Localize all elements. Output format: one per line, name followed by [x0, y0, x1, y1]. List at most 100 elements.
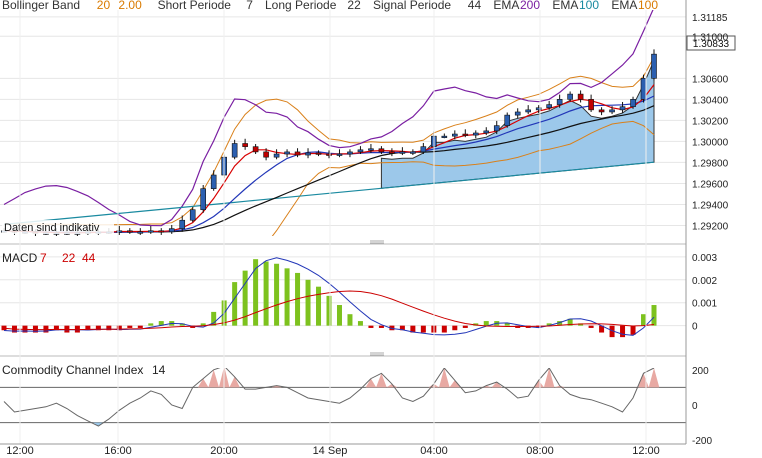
time-tick: 16:00 — [104, 445, 132, 457]
candle-down — [462, 133, 469, 136]
legend-param: 22 — [347, 0, 361, 12]
candle-up — [305, 152, 311, 156]
panel-resize-handle[interactable] — [370, 240, 384, 244]
macd-tick: 0.001 — [692, 299, 717, 310]
candle-up — [179, 219, 186, 229]
legend-label: Signal Periode — [373, 0, 451, 12]
candle-up — [630, 99, 636, 108]
price-tick: 1.30400 — [692, 95, 729, 106]
candle-up — [546, 104, 552, 109]
candle-up — [619, 106, 626, 111]
candle-down — [158, 230, 165, 233]
macd-histogram — [1, 259, 657, 338]
legend-label: Short Periode — [158, 0, 232, 12]
macd-bar — [389, 325, 395, 331]
macd-bar — [274, 263, 280, 326]
legend-label: EMA — [552, 0, 578, 12]
legend-param: 7 — [246, 0, 253, 12]
candle-up — [504, 114, 511, 126]
candle-up — [441, 135, 448, 138]
candle-up — [347, 151, 353, 155]
macd-bar — [336, 305, 342, 326]
indicative-note-bg — [2, 220, 114, 234]
macd-bar — [1, 325, 7, 331]
macd-bar — [158, 321, 164, 326]
legend-param: 100 — [638, 0, 658, 12]
macd-bar — [651, 305, 657, 326]
macd-bar — [630, 325, 636, 335]
macd-bar — [641, 314, 647, 326]
indicative-note: Daten sind indikativ — [4, 222, 100, 234]
macd-bar — [546, 323, 552, 326]
price-tick: 1.29800 — [692, 158, 729, 169]
ema-200-line — [3, 10, 654, 227]
macd-bar — [557, 321, 563, 326]
legend-param: 200 — [520, 0, 540, 12]
time-tick: 08:00 — [526, 445, 554, 457]
cci-label: Commodity Channel Index — [2, 363, 143, 377]
candle-down — [315, 152, 322, 155]
candle-down — [598, 109, 605, 113]
macd-bar — [316, 286, 322, 326]
legend-param: 100 — [579, 0, 599, 12]
last-price-box: 1.30833 — [686, 35, 736, 51]
time-tick: 12:00 — [6, 445, 34, 457]
panel-resize-handle[interactable] — [370, 352, 384, 356]
macd-bar — [599, 325, 605, 333]
candle-up — [368, 148, 374, 151]
price-tick: 1.29600 — [692, 179, 729, 190]
time-tick: 12:00 — [632, 445, 660, 457]
candle-up — [535, 107, 542, 111]
macd-bar — [578, 323, 584, 326]
candle-up — [567, 93, 573, 100]
cci-tick: -200 — [692, 436, 712, 447]
candle-up — [556, 99, 563, 105]
candle-up — [452, 133, 458, 137]
candle-down — [294, 151, 301, 156]
cci-tick: 0 — [692, 401, 698, 412]
price-panel: Daten sind indikativ 1.30833 1.311851.31… — [0, 10, 736, 236]
macd-bar — [504, 323, 510, 326]
macd-bar — [567, 318, 573, 326]
macd-bar — [295, 272, 301, 326]
time-axis: 12:00 16:00 20:00 14 Sep 04:00 08:00 12:00 — [0, 10, 686, 457]
macd-tick: 0 — [692, 322, 698, 333]
candle-up — [420, 146, 427, 153]
time-tick: 04:00 — [420, 445, 448, 457]
candle-up — [284, 151, 290, 155]
macd-bar — [326, 295, 332, 326]
macd-bar — [305, 279, 311, 326]
price-tick: 1.31185 — [692, 13, 728, 24]
cci-grid — [0, 386, 686, 424]
legend-param: 44 — [468, 0, 482, 12]
candle-down — [577, 93, 584, 100]
price-tick: 1.30200 — [692, 116, 729, 127]
candle-down — [378, 148, 385, 153]
macd-bar — [420, 325, 426, 333]
macd-bar — [357, 321, 363, 326]
price-tick: 1.29200 — [692, 221, 729, 232]
legend-label: EMA — [611, 0, 637, 12]
candle-up — [357, 149, 364, 153]
candle-up — [116, 230, 123, 233]
cci-axis: 200 0 -200 — [692, 366, 712, 447]
price-tick: 1.30000 — [692, 137, 729, 148]
macd-bar — [127, 325, 133, 328]
macd-bar — [368, 325, 374, 328]
macd-tick: 0.002 — [692, 276, 717, 287]
last-price: 1.30833 — [693, 39, 730, 50]
macd-bar — [74, 325, 80, 333]
macd-signal-line — [3, 290, 655, 331]
candle-up — [651, 53, 657, 79]
macd-bar — [441, 325, 447, 333]
cci-param: 14 — [152, 363, 166, 377]
macd-bar — [95, 325, 101, 331]
candle-up — [231, 143, 238, 158]
macd-bar — [232, 282, 238, 326]
macd-tick: 0.003 — [692, 253, 717, 264]
candle-up — [640, 78, 647, 100]
cci-line — [3, 368, 655, 427]
time-tick: 14 Sep — [313, 445, 348, 457]
